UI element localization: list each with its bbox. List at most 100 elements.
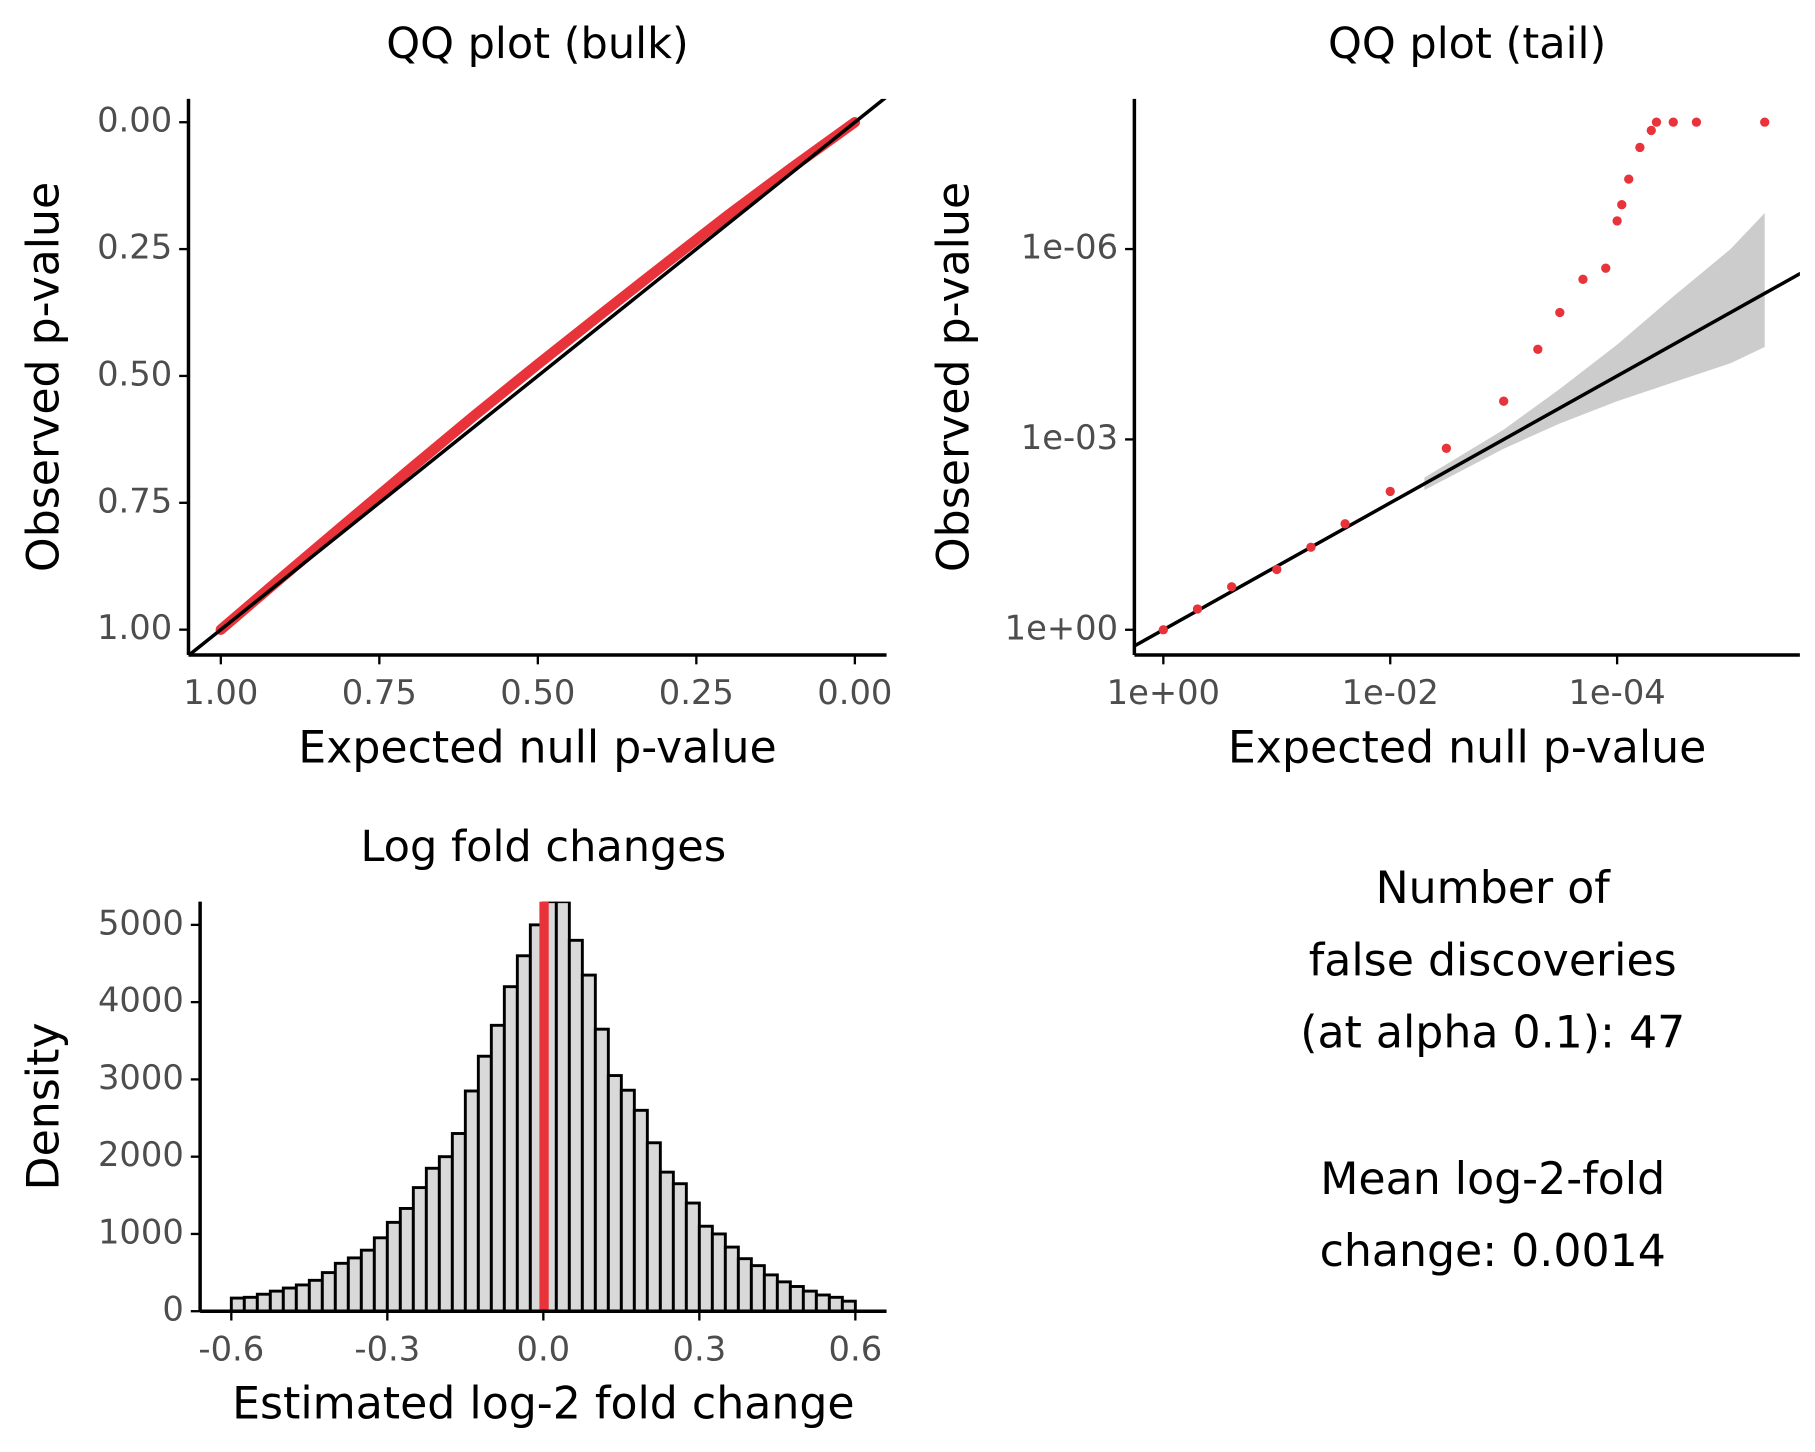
summary-line: change: 0.0014 <box>1320 1226 1666 1277</box>
bar <box>372 1236 389 1312</box>
summary-line: false discoveries <box>1309 935 1677 986</box>
y-tick-label: 1e-06 <box>1021 228 1118 267</box>
bar <box>476 1054 493 1312</box>
y-tick-label: 0 <box>162 1290 183 1329</box>
y-tick-label: 0.50 <box>97 354 172 393</box>
point <box>1617 200 1627 210</box>
y-tick-label: 4000 <box>98 981 184 1020</box>
bar <box>736 1257 753 1312</box>
bar <box>840 1299 857 1312</box>
bar <box>749 1264 766 1312</box>
bar <box>489 1023 506 1312</box>
summary-line: Number of <box>1376 863 1612 914</box>
bar <box>242 1295 259 1312</box>
bar <box>827 1295 844 1312</box>
bar <box>268 1289 285 1312</box>
y-tick-label: 1e+00 <box>1005 608 1118 647</box>
y-tick-label: 1000 <box>98 1212 184 1251</box>
point <box>1499 396 1509 406</box>
y-tick-label: 3000 <box>98 1058 184 1097</box>
confidence-band <box>1424 212 1765 491</box>
point <box>1760 117 1770 127</box>
x-axis-label: Estimated log-2 fold change <box>232 1379 855 1430</box>
bar <box>593 1027 610 1312</box>
bar <box>801 1289 818 1312</box>
chart: QQ plot (bulk) Expected null p-value Obser… <box>19 19 893 773</box>
point <box>1385 486 1395 497</box>
bar <box>606 1074 623 1312</box>
y-tick-label: 0.75 <box>97 481 172 520</box>
bar <box>398 1206 415 1312</box>
point <box>1601 263 1611 273</box>
x-axis-label: Expected null p-value <box>298 722 777 773</box>
point <box>1635 142 1645 153</box>
bar <box>502 985 519 1312</box>
x-tick-label: 1.00 <box>183 673 258 712</box>
bar <box>333 1261 350 1312</box>
x-tick-label: 0.75 <box>342 673 417 712</box>
bar <box>619 1088 636 1312</box>
y-tick-label: 5000 <box>98 903 184 942</box>
summary-line: Mean log-2-fold <box>1320 1154 1665 1205</box>
x-tick-label: 1e+00 <box>1107 673 1220 712</box>
y-axis-label: Observed p-value <box>928 182 979 572</box>
bar <box>645 1141 662 1312</box>
bar <box>814 1293 831 1312</box>
bar <box>788 1285 805 1312</box>
y-tick-label: 0.25 <box>97 228 172 267</box>
point <box>1340 519 1350 529</box>
bar <box>320 1271 337 1312</box>
point <box>1192 604 1203 614</box>
point <box>1158 625 1168 635</box>
bar <box>671 1182 688 1312</box>
bar <box>684 1201 701 1312</box>
point <box>1555 307 1565 318</box>
bar <box>281 1286 298 1312</box>
bar <box>658 1170 675 1312</box>
bar <box>294 1283 311 1312</box>
bar <box>411 1186 428 1312</box>
y-tick-label: 1.00 <box>97 608 172 647</box>
bar <box>580 973 597 1312</box>
chart-title: Log fold changes <box>360 822 726 872</box>
bar <box>385 1220 402 1312</box>
x-tick-label: 1e-02 <box>1342 673 1439 712</box>
y-axis-label: Observed p-value <box>19 182 70 572</box>
plot-area <box>229 901 857 1312</box>
point <box>1533 344 1543 354</box>
plot-area <box>1134 117 1800 648</box>
bar <box>567 938 584 1312</box>
bar <box>697 1224 714 1312</box>
bar <box>632 1108 649 1312</box>
x-tick-label: 0.0 <box>517 1329 571 1368</box>
bar <box>424 1166 441 1312</box>
y-tick-label: 1e-03 <box>1021 418 1118 457</box>
chart-title: QQ plot (tail) <box>1328 19 1606 69</box>
x-tick-label: 0.00 <box>817 673 892 712</box>
y-tick-label: 2000 <box>98 1135 184 1174</box>
point <box>1306 542 1316 552</box>
bar <box>762 1273 779 1312</box>
x-tick-label: -0.6 <box>198 1329 264 1368</box>
point <box>1612 216 1622 226</box>
summary-line: (at alpha 0.1): 47 <box>1300 1007 1685 1058</box>
point <box>1441 443 1452 453</box>
x-tick-label: 0.6 <box>829 1329 883 1368</box>
bar <box>437 1155 454 1312</box>
bar <box>710 1232 727 1312</box>
chart: QQ plot (tail) Expected null p-value Obser… <box>928 19 1800 773</box>
x-tick-label: -0.3 <box>354 1329 420 1368</box>
bar <box>450 1132 467 1312</box>
point <box>1651 117 1662 127</box>
reference-line <box>1134 272 1800 648</box>
bar <box>515 954 532 1312</box>
y-tick-label: 0.00 <box>97 101 172 140</box>
point <box>1578 274 1588 284</box>
point <box>1272 564 1282 575</box>
point <box>1226 582 1237 592</box>
point <box>1624 174 1634 184</box>
bar <box>346 1256 363 1312</box>
observed-line <box>215 117 861 635</box>
chart-title: QQ plot (bulk) <box>386 19 689 69</box>
